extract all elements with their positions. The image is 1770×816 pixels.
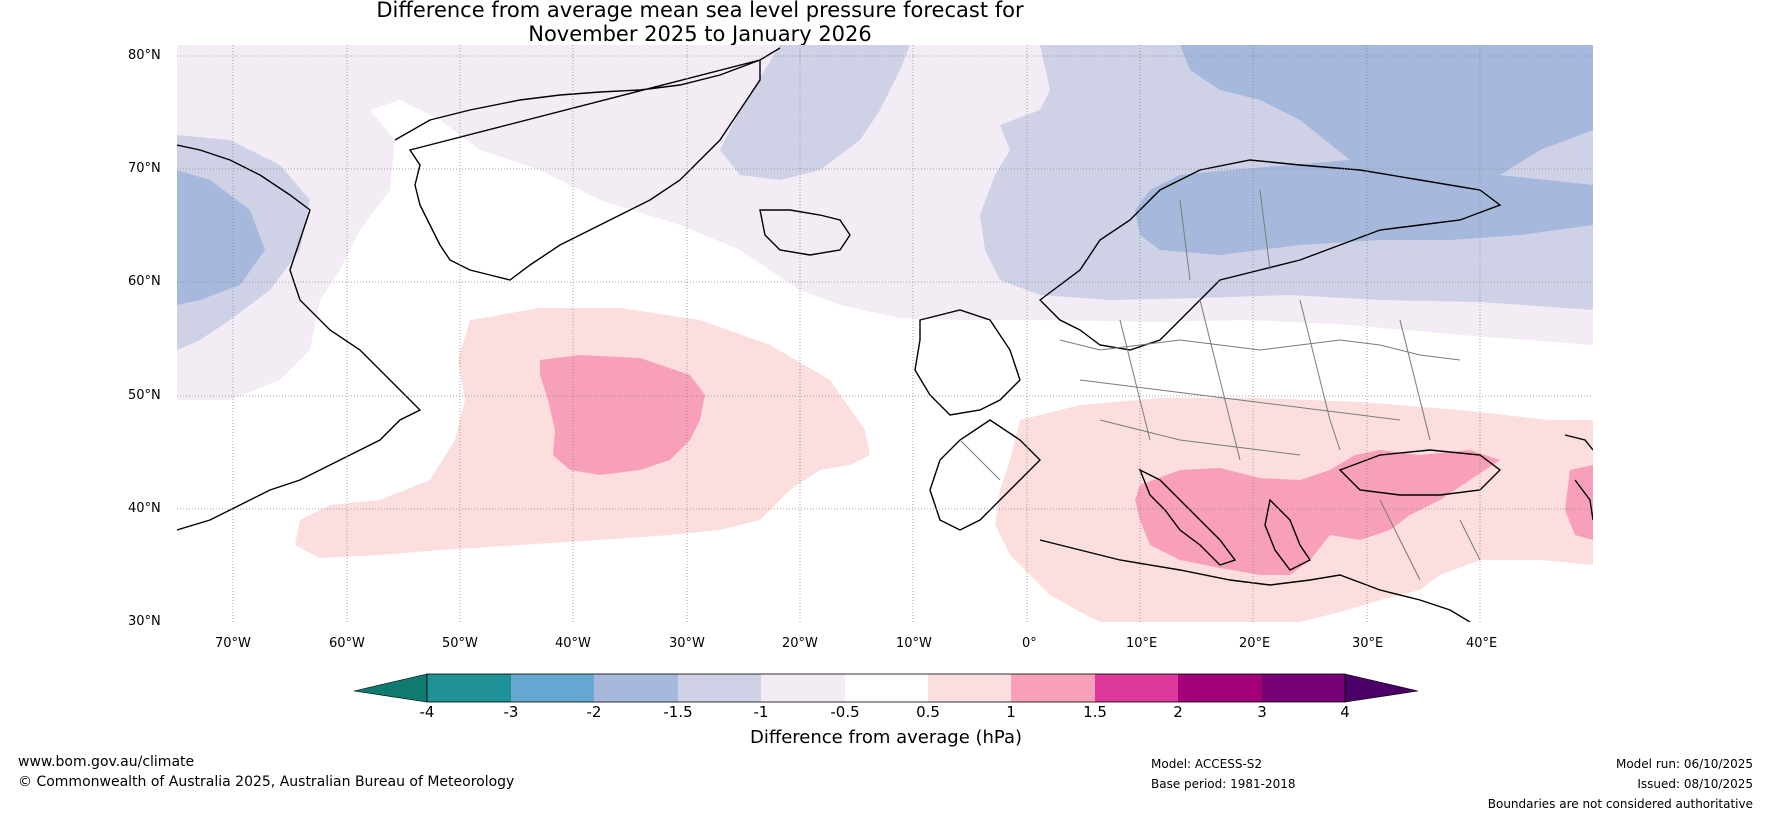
- colorbar-segment-2: [511, 674, 594, 702]
- lon-label-50w: 50°W: [442, 636, 478, 651]
- coastline-europe: [914, 159, 1502, 622]
- footer-website: www.bom.gov.au/climate: [18, 754, 195, 770]
- colorbar-segment-8: [1011, 674, 1095, 702]
- colorbar-tick: -4: [419, 703, 435, 721]
- footer-base-period: Base period: 1981-2018: [1151, 777, 1296, 791]
- coastline-iceland: [759, 209, 851, 256]
- lon-label-30e: 30°E: [1352, 636, 1384, 651]
- footer-issued: Issued: 08/10/2025: [1637, 777, 1753, 791]
- colorbar-tick: 1: [1006, 703, 1016, 721]
- anomaly-region-scandinavia-core: [1135, 45, 1593, 255]
- lon-label-0: 0°: [1022, 636, 1037, 651]
- colorbar-label: Difference from average (hPa): [749, 727, 1023, 748]
- lon-label-30w: 30°W: [669, 636, 705, 651]
- colorbar-min-arrow: [353, 673, 428, 703]
- colorbar-segment-3: [594, 674, 678, 702]
- colorbar-segment-5: [761, 674, 845, 702]
- colorbar-tick: 0.5: [916, 703, 940, 721]
- colorbar-segment-4: [678, 674, 761, 702]
- colorbar-tick: 4: [1340, 703, 1350, 721]
- anomaly-region-greenland-sea: [720, 45, 910, 180]
- colorbar-segment-9: [1095, 674, 1178, 702]
- coastline-caspian: [1564, 434, 1593, 521]
- colorbar-frame: [426, 673, 1346, 703]
- coastline-italy-greece: [1138, 468, 1312, 571]
- colorbar-segment-10: [1178, 674, 1262, 702]
- coastlines: [177, 47, 1593, 622]
- coastline-black-sea: [1338, 449, 1502, 496]
- lon-label-20e: 20°E: [1239, 636, 1271, 651]
- colorbar-tick: 3: [1257, 703, 1267, 721]
- anomaly-region-caspian-core: [1565, 465, 1593, 540]
- anomaly-region-baffin-core: [177, 170, 265, 305]
- anomaly-region-atlantic-core: [540, 355, 705, 475]
- colorbar-tick: -1.5: [663, 703, 693, 721]
- coastline-greenland: [394, 47, 781, 281]
- coastline-canada: [177, 144, 422, 531]
- colorbar-tick: -0.5: [830, 703, 860, 721]
- lon-label-70w: 70°W: [215, 636, 251, 651]
- lat-label-80n: 80°N: [128, 48, 161, 63]
- lon-label-10e: 10°E: [1126, 636, 1158, 651]
- colorbar-tick: -2: [586, 703, 602, 721]
- colorbar-tick: -1: [753, 703, 769, 721]
- lon-label-10w: 10°W: [896, 636, 932, 651]
- colorbar-segment-6: [845, 674, 928, 702]
- lat-label-40n: 40°N: [128, 501, 161, 516]
- colorbar-max-arrow: [1344, 673, 1419, 703]
- lon-label-40w: 40°W: [555, 636, 591, 651]
- footer-disclaimer: Boundaries are not considered authoritat…: [1487, 797, 1753, 811]
- map-plot-area: [177, 45, 1593, 622]
- lat-label-30n: 30°N: [128, 614, 161, 629]
- colorbar-tick: 2: [1173, 703, 1183, 721]
- lat-label-50n: 50°N: [128, 388, 161, 403]
- footer-model: Model: ACCESS-S2: [1151, 757, 1263, 771]
- title-line-2: November 2025 to January 2026: [528, 22, 872, 46]
- colorbar-segment-1: [427, 674, 511, 702]
- footer-copyright: © Commonwealth of Australia 2025, Austra…: [18, 774, 515, 790]
- colorbar-tick: 1.5: [1083, 703, 1107, 721]
- colorbar-segment-7: [928, 674, 1011, 702]
- colorbar-tick: -3: [503, 703, 519, 721]
- lat-label-60n: 60°N: [128, 274, 161, 289]
- lon-label-60w: 60°W: [329, 636, 365, 651]
- colorbar-segment-11: [1262, 674, 1345, 702]
- colorbar: [353, 673, 1419, 703]
- lat-label-70n: 70°N: [128, 161, 161, 176]
- country-borders: [959, 189, 1481, 581]
- title-line-1: Difference from average mean sea level p…: [376, 0, 1024, 22]
- footer-model-run: Model run: 06/10/2025: [1615, 757, 1753, 771]
- gridlines: [177, 45, 1593, 622]
- anomaly-region-mediterranean-core: [1135, 450, 1500, 575]
- lon-label-40e: 40°E: [1466, 636, 1498, 651]
- lon-label-20w: 20°W: [782, 636, 818, 651]
